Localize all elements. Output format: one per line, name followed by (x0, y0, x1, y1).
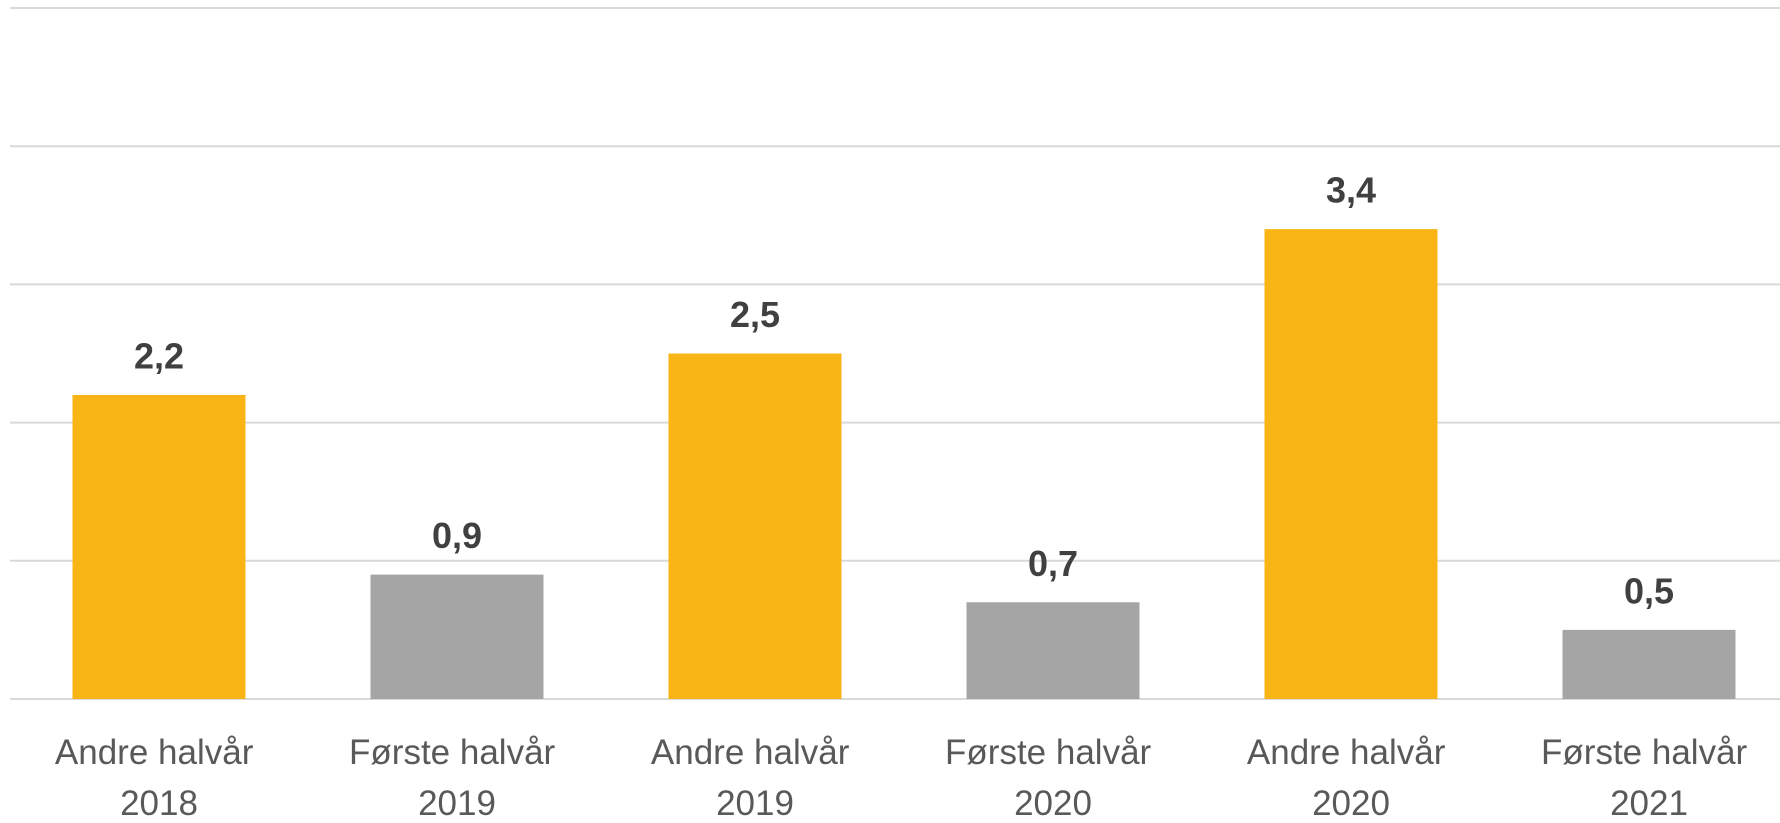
bar (966, 602, 1140, 699)
data-label: 2,2 (134, 335, 184, 376)
bar (72, 394, 246, 699)
x-tick-label: Andre halvår 2019 (651, 733, 859, 823)
x-tick-label-line: Andre halvår (55, 733, 263, 772)
x-tick-label-line: 2020 (1014, 784, 1092, 823)
data-label: 3,4 (1326, 170, 1376, 211)
data-label: 0,7 (1028, 543, 1078, 584)
x-tick-label-line: 2020 (1312, 784, 1390, 823)
x-tick-label-line: Første halvår (349, 733, 565, 772)
data-label: 0,9 (432, 515, 482, 556)
bar (1562, 629, 1736, 699)
x-tick-label: Andre halvår 2020 (1247, 733, 1455, 823)
x-tick-label: Første halvår 2020 (945, 733, 1161, 823)
x-tick-label-line: 2019 (716, 784, 794, 823)
bar (1264, 229, 1438, 699)
x-tick-label-line: Andre halvår (1247, 733, 1455, 772)
x-tick-label-line: Første halvår (1541, 733, 1757, 772)
x-tick-label: Første halvår 2021 (1541, 733, 1757, 823)
data-label: 2,5 (730, 294, 780, 335)
bar (668, 353, 842, 699)
data-label: 0,5 (1624, 570, 1674, 611)
x-tick-label: Andre halvår 2018 (55, 733, 263, 823)
bar (370, 574, 544, 699)
x-tick-label-line: Første halvår (945, 733, 1161, 772)
x-tick-label-line: Andre halvår (651, 733, 859, 772)
x-tick-label-line: 2021 (1610, 784, 1688, 823)
x-tick-label-line: 2018 (120, 784, 198, 823)
x-tick-label-line: 2019 (418, 784, 496, 823)
x-tick-label: Første halvår 2019 (349, 733, 565, 823)
